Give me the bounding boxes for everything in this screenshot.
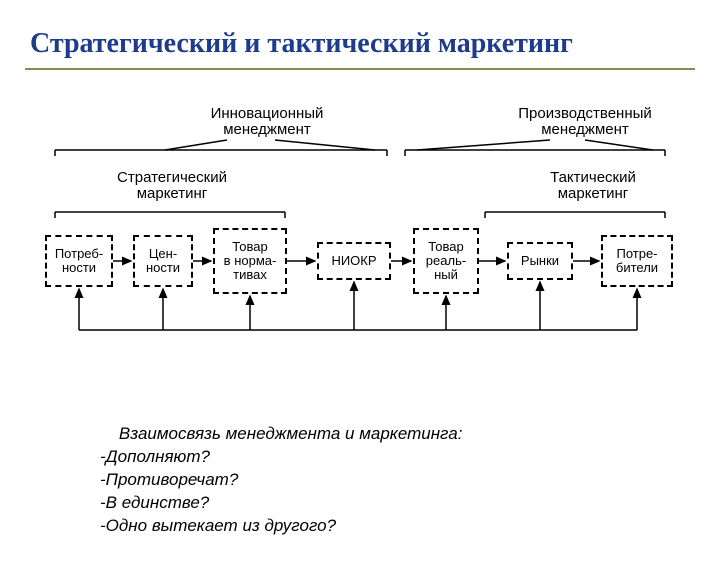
caption-block: Взаимосвязь менеджмента и маркетинга: -Д… (100, 400, 462, 561)
caption-line-1: -Дополняют? (100, 447, 210, 466)
caption-line-2: -Противоречат? (100, 470, 238, 489)
caption-line-4: -Одно вытекает из другого? (100, 516, 336, 535)
label-prod_mgmt: Производственный менеджмент (485, 106, 685, 138)
node-needs: Потреб- ности (45, 235, 113, 287)
diagram-area: Потреб- ности Цен- ности Товар в норма- ти… (45, 100, 683, 370)
label-innov_mgmt: Инновационный менеджмент (177, 106, 357, 138)
caption-line-3: -В единстве? (100, 493, 209, 512)
node-consumers: Потре- бители (601, 235, 673, 287)
node-niokr: НИОКР (317, 242, 391, 280)
page-title: Стратегический и тактический маркетинг (30, 28, 573, 60)
node-values: Цен- ности (133, 235, 193, 287)
node-goods_std: Товар в норма- тивах (213, 228, 287, 294)
label-strat_mkt: Стратегический маркетинг (87, 170, 257, 202)
node-markets: Рынки (507, 242, 573, 280)
title-underline (25, 68, 695, 70)
slide: Стратегический и тактический маркетинг П… (0, 0, 720, 540)
node-goods_re: Товар реаль- ный (413, 228, 479, 294)
caption-line-0: Взаимосвязь менеджмента и маркетинга: (119, 424, 463, 443)
label-tact_mkt: Тактический маркетинг (513, 170, 673, 202)
